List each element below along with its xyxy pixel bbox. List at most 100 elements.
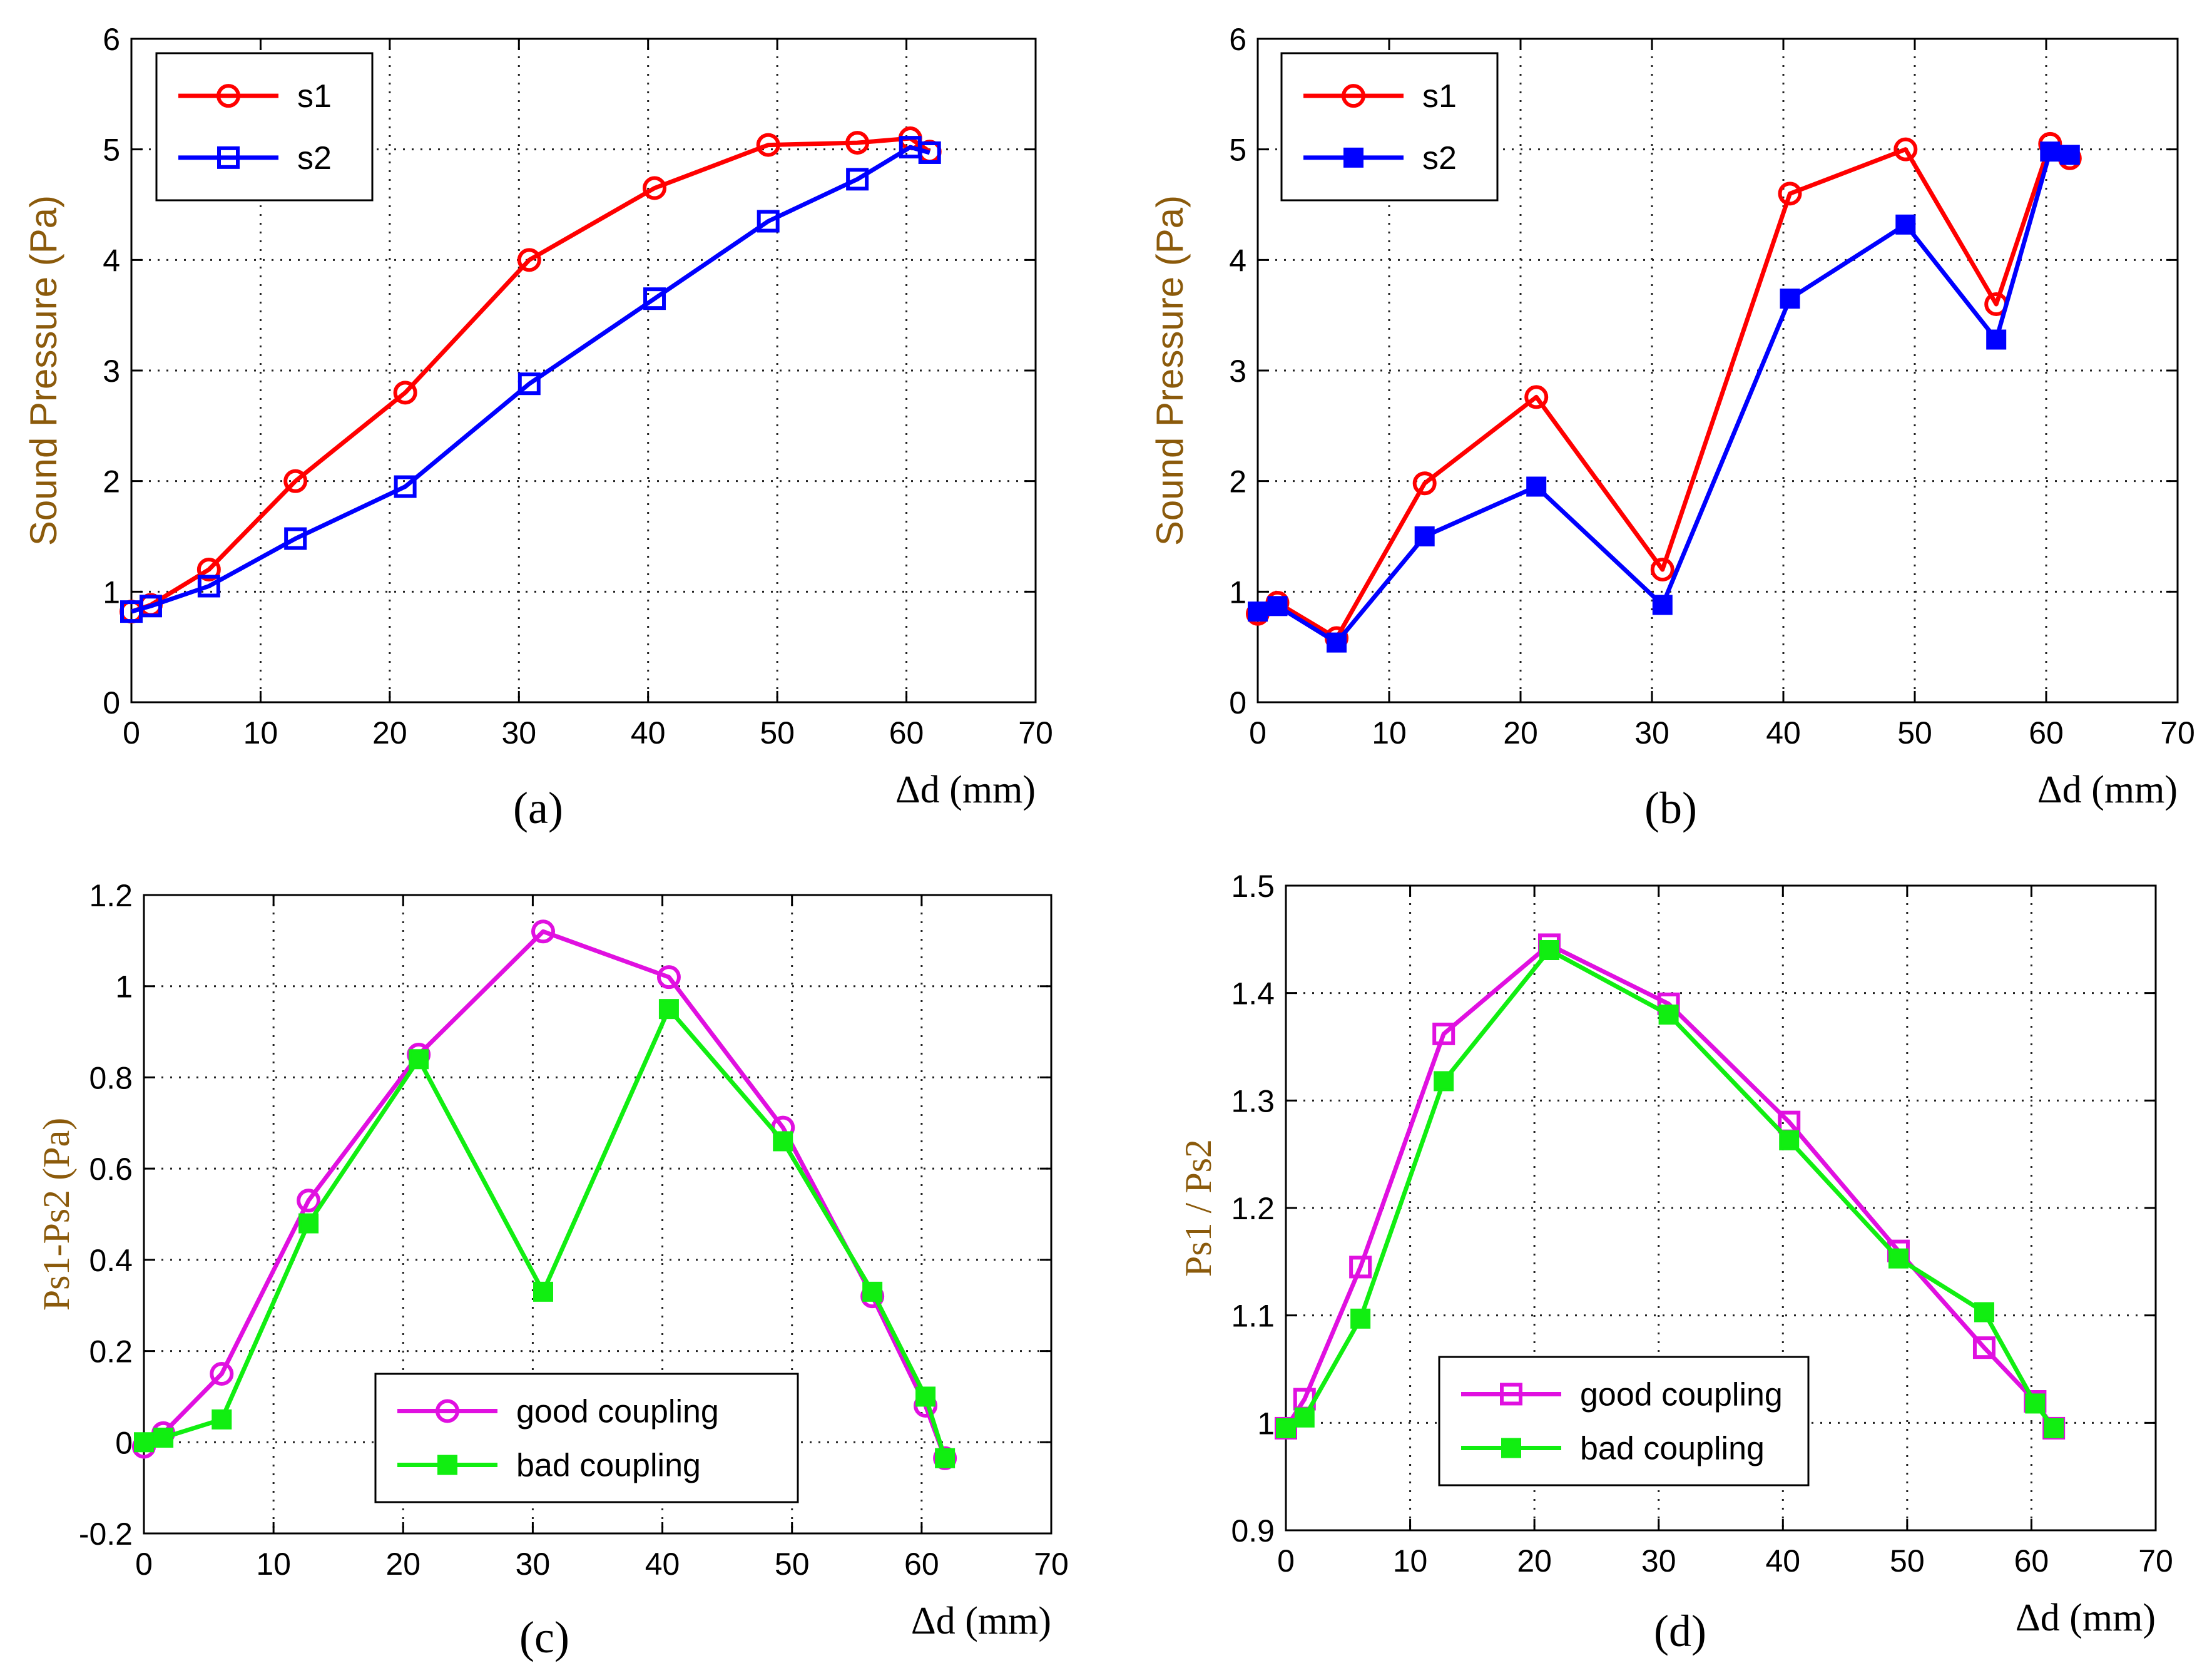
panel-caption: (a) (513, 783, 563, 833)
data-point-bad-coupling (298, 1213, 319, 1234)
data-point-s2 (1652, 595, 1673, 615)
x-tick-label: 0 (1277, 1543, 1295, 1578)
y-tick-label: 0.9 (1231, 1513, 1275, 1548)
data-point-bad-coupling (1294, 1407, 1315, 1428)
x-tick-label: 40 (631, 715, 666, 750)
y-tick-label: 0.4 (89, 1243, 133, 1278)
x-tick-label: 0 (1249, 715, 1267, 750)
data-point-bad-coupling (935, 1448, 956, 1468)
y-tick-label: 0 (1229, 685, 1246, 720)
x-tick-label: 70 (1034, 1547, 1069, 1582)
data-point-good-coupling (656, 965, 681, 990)
axes-frame (130, 38, 1037, 703)
data-point-good-coupling (297, 1189, 321, 1213)
data-point-s2 (846, 168, 869, 191)
y-tick-label: 0.8 (89, 1060, 133, 1095)
data-point-bad-coupling (1539, 940, 1559, 960)
data-point-s2 (284, 527, 307, 550)
data-point-bad-coupling (1658, 1005, 1679, 1025)
data-point-bad-coupling (1974, 1302, 1994, 1323)
y-tick-label: 0 (103, 685, 120, 720)
y-tick-label: 1 (115, 970, 133, 1005)
x-tick-label: 20 (372, 715, 407, 750)
data-point-good-coupling (210, 1362, 234, 1386)
y-tick-label: 1.4 (1231, 976, 1275, 1011)
panel-caption: (b) (1644, 783, 1697, 833)
legend-box (1438, 1356, 1810, 1486)
data-point-s2 (1267, 596, 1288, 617)
y-axis-label: Ps1-Ps2 (Pa) (36, 1118, 77, 1311)
x-axis-label: Δd (mm) (911, 1600, 1051, 1642)
y-tick-label: 0.6 (89, 1152, 133, 1187)
legend-label: s1 (297, 78, 332, 115)
data-point-s2 (1414, 526, 1435, 546)
series-line-s1 (130, 136, 931, 614)
data-point-s2 (517, 372, 541, 396)
x-tick-label: 20 (1503, 715, 1538, 750)
data-point-bad-coupling (915, 1386, 936, 1407)
series-line-s2 (131, 145, 930, 614)
data-point-s2 (643, 287, 666, 310)
data-point-bad-coupling (1434, 1071, 1454, 1092)
chart-panel-b: 0 10 20 30 40 50 60 70 0 1 2 3 4 5 6 s1 s2 Sound Pressure… (1149, 22, 2195, 833)
axes-frame (1285, 884, 2157, 1532)
data-point-bad-coupling (773, 1131, 793, 1152)
x-axis-label: Δd (mm) (895, 769, 1036, 811)
data-point-s1 (196, 558, 221, 581)
axes-frame (143, 894, 1052, 1535)
data-point-s1 (845, 131, 870, 155)
y-tick-label: 6 (1229, 22, 1246, 57)
panel-caption: (c) (519, 1612, 569, 1662)
panel-caption: (d) (1654, 1606, 1706, 1656)
chart-panel-d: 0 10 20 30 40 50 60 70 0.9 1 1.1 1.2 1.3 1.4 1.5 good c… (1178, 869, 2173, 1656)
y-tick-label: 1.2 (1231, 1191, 1275, 1226)
legend-box (155, 52, 374, 202)
data-point-s2 (2040, 141, 2061, 162)
x-tick-label: 20 (385, 1547, 420, 1582)
y-axis-label: Sound Pressure (Pa) (1149, 195, 1191, 546)
legend-marker (1343, 147, 1363, 168)
y-tick-label: 0 (115, 1425, 133, 1460)
legend-label: bad coupling (1580, 1431, 1765, 1467)
x-tick-label: 70 (1018, 715, 1053, 750)
legend-box (374, 1373, 799, 1503)
x-tick-label: 10 (243, 715, 278, 750)
data-point-bad-coupling (1888, 1248, 1909, 1269)
data-point-s1 (283, 469, 308, 493)
data-point-s2 (1780, 289, 1800, 309)
x-tick-label: 50 (760, 715, 795, 750)
series-line-good-coupling (1284, 942, 2056, 1430)
y-tick-label: 1.2 (89, 878, 133, 913)
data-point-s2 (1986, 329, 2007, 350)
x-tick-label: 10 (1393, 1543, 1428, 1578)
legend-label: bad coupling (516, 1448, 701, 1484)
data-point-bad-coupling (533, 1281, 553, 1302)
legend-box (1280, 52, 1499, 202)
x-tick-label: 0 (123, 715, 140, 750)
legend-label: s2 (1422, 140, 1457, 177)
chart-panel-c: 0 10 20 30 40 50 60 70-0.200.20.40.60.811.2good… (36, 878, 1069, 1662)
legend-marker (1342, 84, 1365, 108)
legend: good coupling bad coupling (1438, 1356, 1810, 1486)
data-point-bad-coupling (2044, 1418, 2064, 1438)
y-tick-label: 5 (1229, 133, 1246, 168)
series-line-s1 (1256, 141, 2071, 641)
x-tick-label: 10 (1372, 715, 1407, 750)
data-point-s1 (756, 133, 780, 157)
legend-label: good coupling (516, 1393, 719, 1430)
y-tick-label: 3 (1229, 354, 1246, 389)
data-point-s1 (393, 381, 417, 405)
y-tick-label: 1 (1229, 575, 1246, 610)
x-tick-label: 50 (1897, 715, 1932, 750)
data-point-bad-coupling (1779, 1130, 1800, 1150)
x-tick-label: 40 (645, 1547, 680, 1582)
data-point-s2 (1895, 214, 1916, 235)
y-axis-label: Ps1 / Ps2 (1178, 1139, 1219, 1277)
legend-marker (436, 1399, 459, 1423)
x-tick-label: 70 (2138, 1543, 2173, 1578)
data-point-good-coupling (531, 919, 555, 944)
y-tick-label: 5 (103, 133, 120, 168)
legend: s1 s2 (1280, 52, 1499, 202)
legend: s1 s2 (155, 52, 374, 202)
